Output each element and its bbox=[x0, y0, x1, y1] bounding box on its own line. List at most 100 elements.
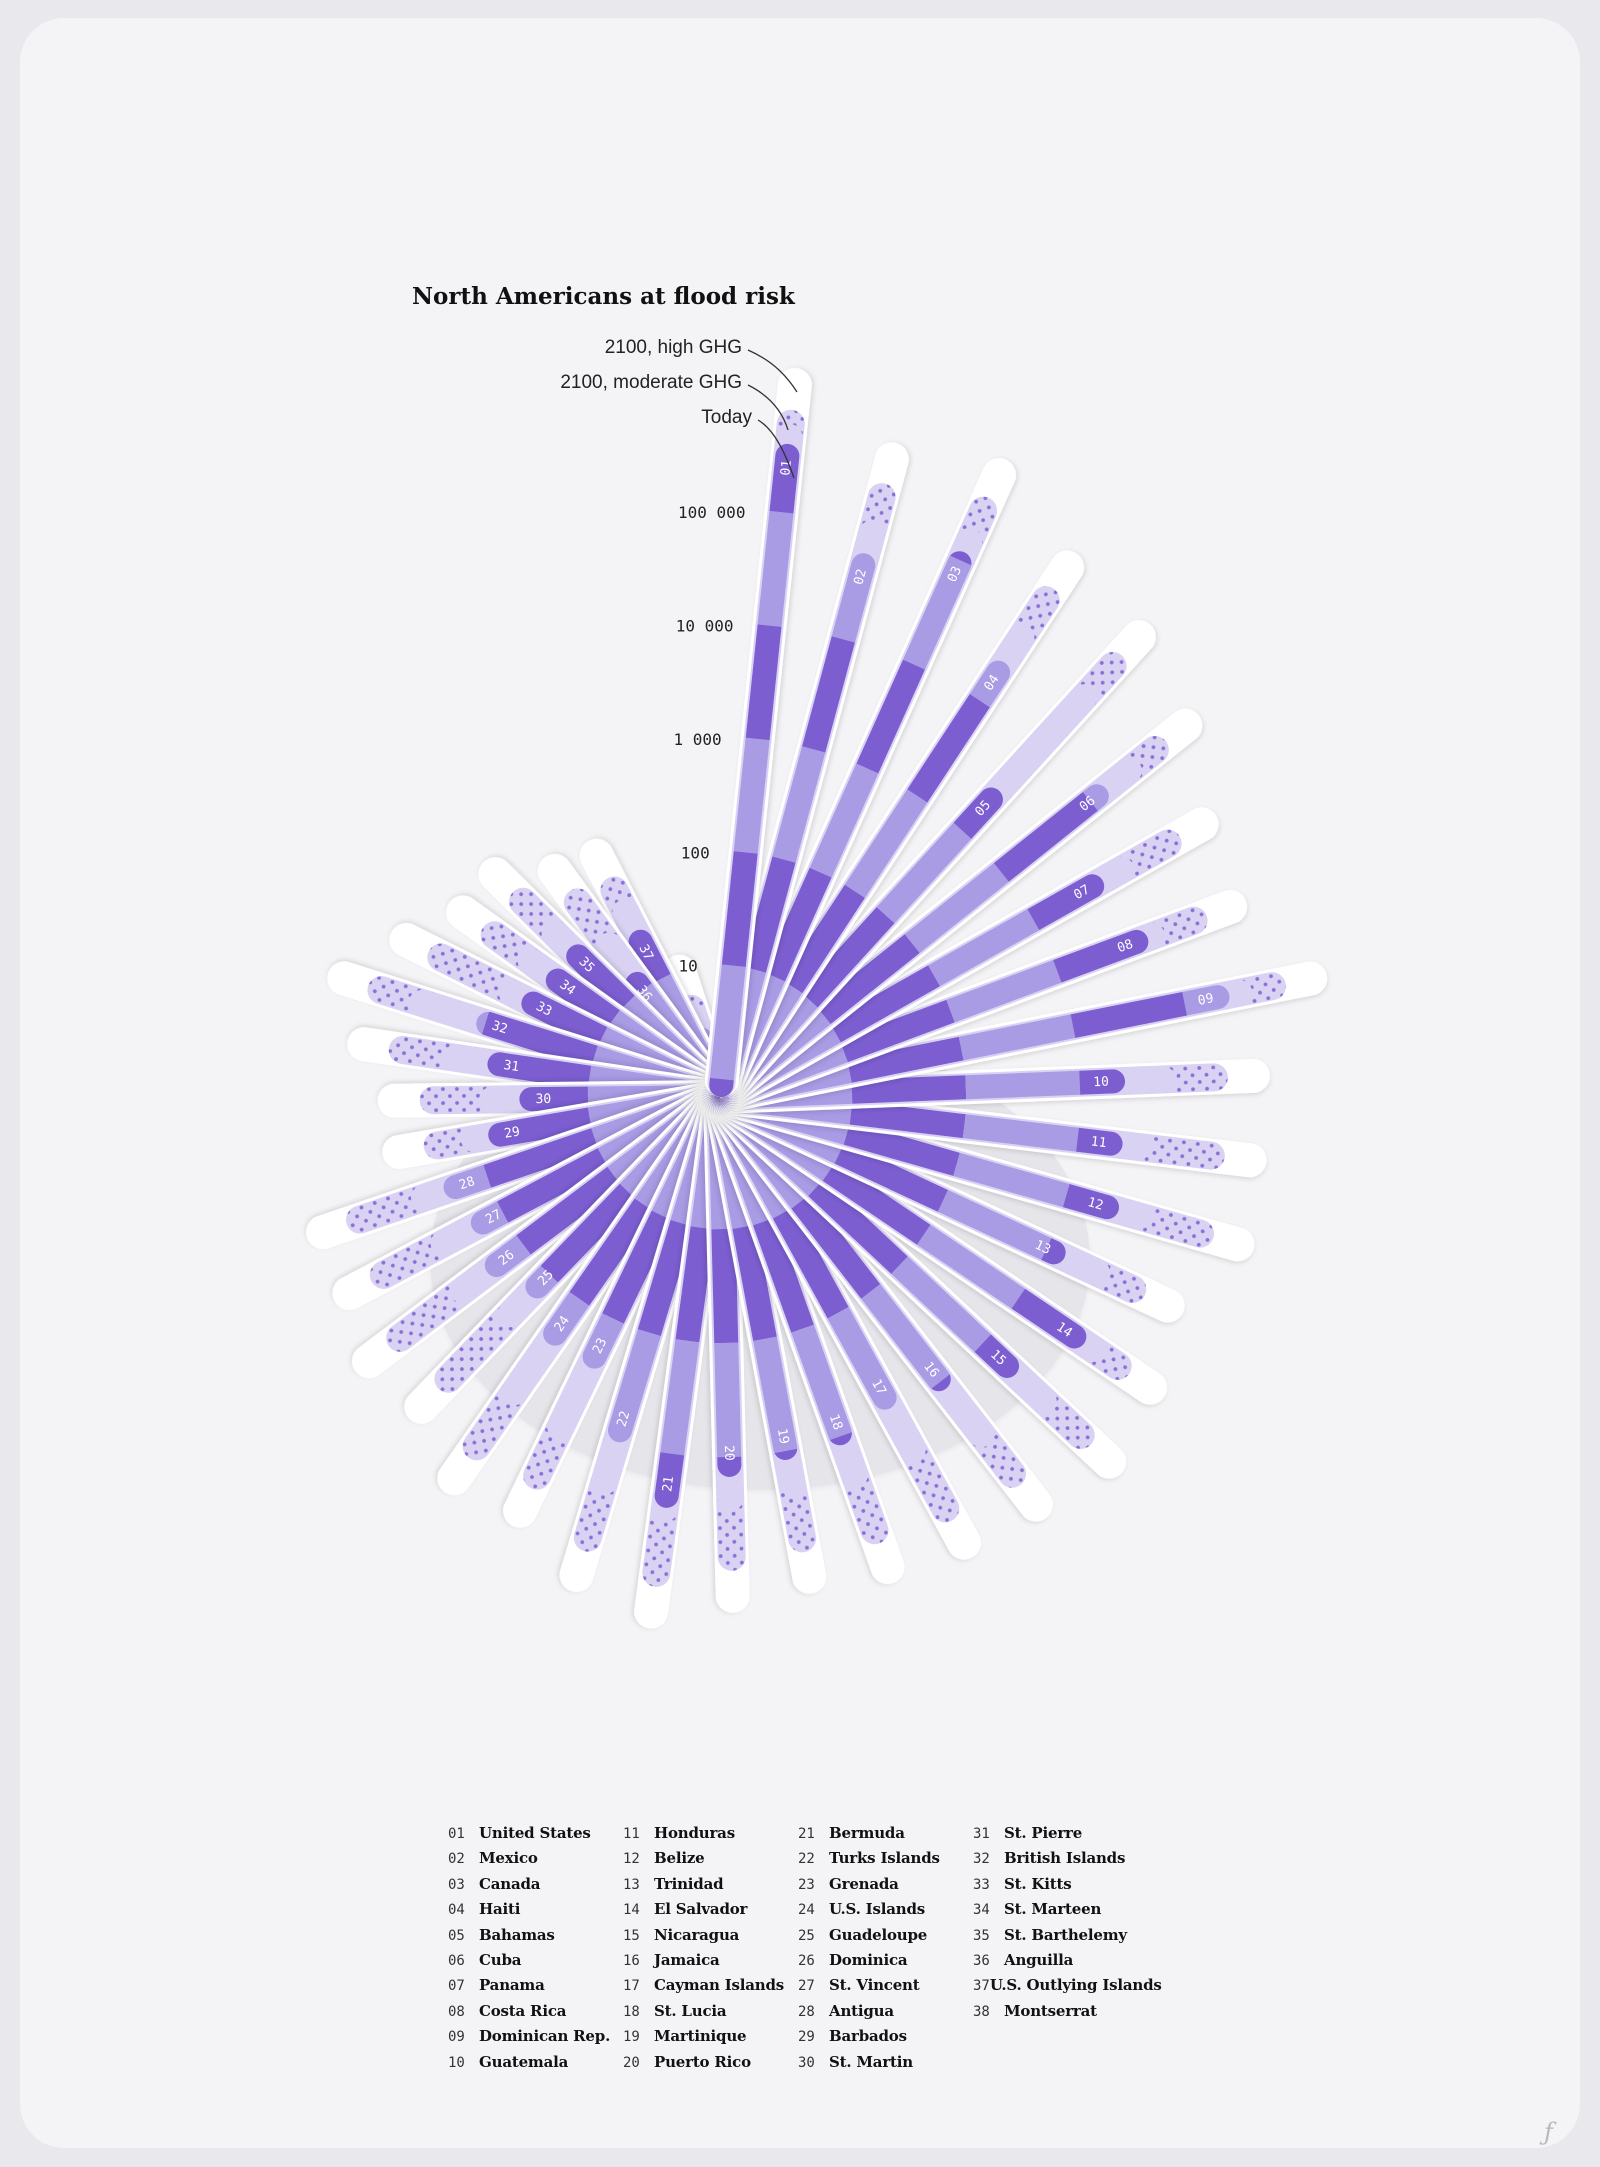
legend-country-name: United States bbox=[479, 1824, 591, 1842]
callout-today: Today bbox=[701, 407, 752, 428]
bar-label-28: 28 bbox=[457, 1174, 477, 1193]
legend-country-name: Jamaica bbox=[654, 1950, 720, 1969]
legend-number: 21 bbox=[798, 1826, 815, 1842]
legend-item-34: 34 St. Marteen bbox=[973, 1900, 1148, 1925]
country-legend: 01 United States 02 Mexico 03 Canada 04 Haiti 05… bbox=[448, 1824, 1208, 2078]
legend-number: 27 bbox=[798, 1978, 815, 1995]
legend-number: 34 bbox=[973, 1902, 990, 1919]
bar-label-34: 34 bbox=[557, 977, 579, 998]
legend-item-38: 38 Montserrat bbox=[973, 2002, 1148, 2027]
legend-country-name: Dominican Rep. bbox=[479, 2027, 611, 2046]
legend-item-28: 28 Antigua bbox=[798, 2002, 973, 2027]
bar-label-17: 17 bbox=[868, 1377, 889, 1398]
y-axis: 10 100 1 000 10 000 100 000 bbox=[673, 503, 745, 976]
bar-label-02: 02 bbox=[851, 567, 870, 586]
bar-02: 02 bbox=[707, 442, 909, 1101]
legend-number: 03 bbox=[448, 1876, 465, 1893]
legend-item-33: 33 St. Kitts bbox=[973, 1875, 1148, 1900]
bar-label-19: 19 bbox=[774, 1427, 792, 1445]
legend-country-name: Turks Islands bbox=[829, 1849, 940, 1868]
bar-label-04: 04 bbox=[981, 672, 1002, 693]
legend-item-23: 23 Grenada bbox=[798, 1875, 973, 1900]
legend-number: 24 bbox=[798, 1902, 815, 1919]
legend-number: 32 bbox=[973, 1851, 990, 1868]
bar-label-12: 12 bbox=[1086, 1195, 1105, 1214]
legend-number: 28 bbox=[798, 2003, 815, 2020]
callout-high-ghg: 2100, high GHG bbox=[605, 337, 742, 358]
legend-item-32: 32 British Islands bbox=[973, 1849, 1148, 1874]
bar-label-33: 33 bbox=[534, 999, 555, 1019]
legend-item-08: 08 Costa Rica bbox=[448, 2002, 623, 2027]
legend-country-name: Martinique bbox=[654, 2027, 747, 2046]
bar-label-08: 08 bbox=[1115, 937, 1135, 957]
legend-number: 06 bbox=[448, 1952, 465, 1969]
legend-number: 01 bbox=[448, 1826, 465, 1842]
legend-number: 10 bbox=[448, 2054, 465, 2071]
legend-country-name: Puerto Rico bbox=[654, 2052, 751, 2071]
bar-label-11: 11 bbox=[1090, 1134, 1107, 1151]
bar-label-30: 30 bbox=[535, 1092, 551, 1107]
legend-country-name: Panama bbox=[479, 1976, 545, 1995]
callout-line-moderate bbox=[747, 384, 789, 431]
legend-item-18: 18 St. Lucia bbox=[623, 2002, 798, 2027]
y-tick-label: 100 bbox=[681, 843, 710, 862]
legend-country-name: Canada bbox=[479, 1874, 541, 1893]
legend-country-name: Grenada bbox=[829, 1874, 899, 1893]
legend-item-37: 37 U.S. Outlying Islands bbox=[973, 1976, 1162, 2001]
legend-country-name: British Islands bbox=[1004, 1849, 1126, 1868]
legend-country-name: Mexico bbox=[479, 1849, 538, 1868]
legend-country-name: Anguilla bbox=[1004, 1950, 1074, 1969]
legend-item-19: 19 Martinique bbox=[623, 2027, 798, 2052]
legend-item-17: 17 Cayman Islands bbox=[623, 1976, 798, 2001]
legend-country-name: St. Pierre bbox=[1004, 1824, 1083, 1842]
legend-item-25: 25 Guadeloupe bbox=[798, 1926, 973, 1951]
legend-country-name: St. Kitts bbox=[1004, 1874, 1072, 1893]
legend-number: 05 bbox=[448, 1927, 465, 1944]
legend-number: 15 bbox=[623, 1927, 640, 1944]
legend-item-27: 27 St. Vincent bbox=[798, 1976, 973, 2001]
legend-country-name: Antigua bbox=[829, 2001, 894, 2020]
legend-country-name: St. Vincent bbox=[829, 1976, 920, 1995]
bar-04: 04 bbox=[709, 550, 1085, 1104]
series-callouts: North Americans at flood risk 2100, high… bbox=[412, 283, 798, 479]
callout-line-today bbox=[757, 419, 795, 479]
bars-group: 3837363534333231302928272625242322212019… bbox=[306, 367, 1328, 1629]
bar-10: 10 bbox=[719, 1058, 1270, 1114]
legend-number: 12 bbox=[623, 1851, 640, 1868]
legend-item-26: 26 Dominica bbox=[798, 1951, 973, 1976]
legend-item-22: 22 Turks Islands bbox=[798, 1849, 973, 1874]
bar-label-03: 03 bbox=[945, 564, 965, 584]
bar-label-10: 10 bbox=[1093, 1075, 1109, 1091]
bar-label-37: 37 bbox=[635, 942, 655, 963]
y-tick-label: 100 000 bbox=[678, 503, 745, 522]
legend-number: 18 bbox=[623, 2003, 640, 2020]
legend-country-name: Trinidad bbox=[654, 1874, 724, 1893]
bar-label-24: 24 bbox=[552, 1313, 573, 1335]
bar-label-14: 14 bbox=[1053, 1320, 1075, 1341]
legend-item-36: 36 Anguilla bbox=[973, 1951, 1148, 1976]
legend-number: 04 bbox=[448, 1902, 465, 1919]
legend-number: 20 bbox=[623, 2054, 640, 2071]
legend-item-04: 04 Haiti bbox=[448, 1900, 623, 1925]
y-tick-label: 10 bbox=[679, 957, 698, 976]
legend-number: 22 bbox=[798, 1851, 815, 1868]
signature-mark: ƒ bbox=[1544, 2118, 1553, 2146]
bar-label-20: 20 bbox=[721, 1445, 736, 1461]
bar-label-07: 07 bbox=[1071, 882, 1092, 903]
legend-number: 35 bbox=[973, 1927, 990, 1944]
bar-label-21: 21 bbox=[660, 1475, 677, 1493]
bar-label-18: 18 bbox=[826, 1412, 845, 1432]
legend-country-name: Belize bbox=[654, 1849, 705, 1868]
legend-number: 25 bbox=[798, 1927, 815, 1944]
legend-number: 23 bbox=[798, 1876, 815, 1893]
callout-moderate-ghg: 2100, moderate GHG bbox=[560, 372, 742, 393]
legend-number: 37 bbox=[973, 1978, 990, 1995]
legend-country-name: Barbados bbox=[829, 2027, 907, 2046]
legend-item-29: 29 Barbados bbox=[798, 2027, 973, 2052]
legend-item-03: 03 Canada bbox=[448, 1875, 623, 1900]
legend-item-09: 09 Dominican Rep. bbox=[448, 2027, 623, 2052]
bar-label-32: 32 bbox=[490, 1018, 509, 1037]
legend-country-name: Nicaragua bbox=[654, 1925, 740, 1944]
legend-country-name: U.S. Outlying Islands bbox=[989, 1976, 1162, 1995]
